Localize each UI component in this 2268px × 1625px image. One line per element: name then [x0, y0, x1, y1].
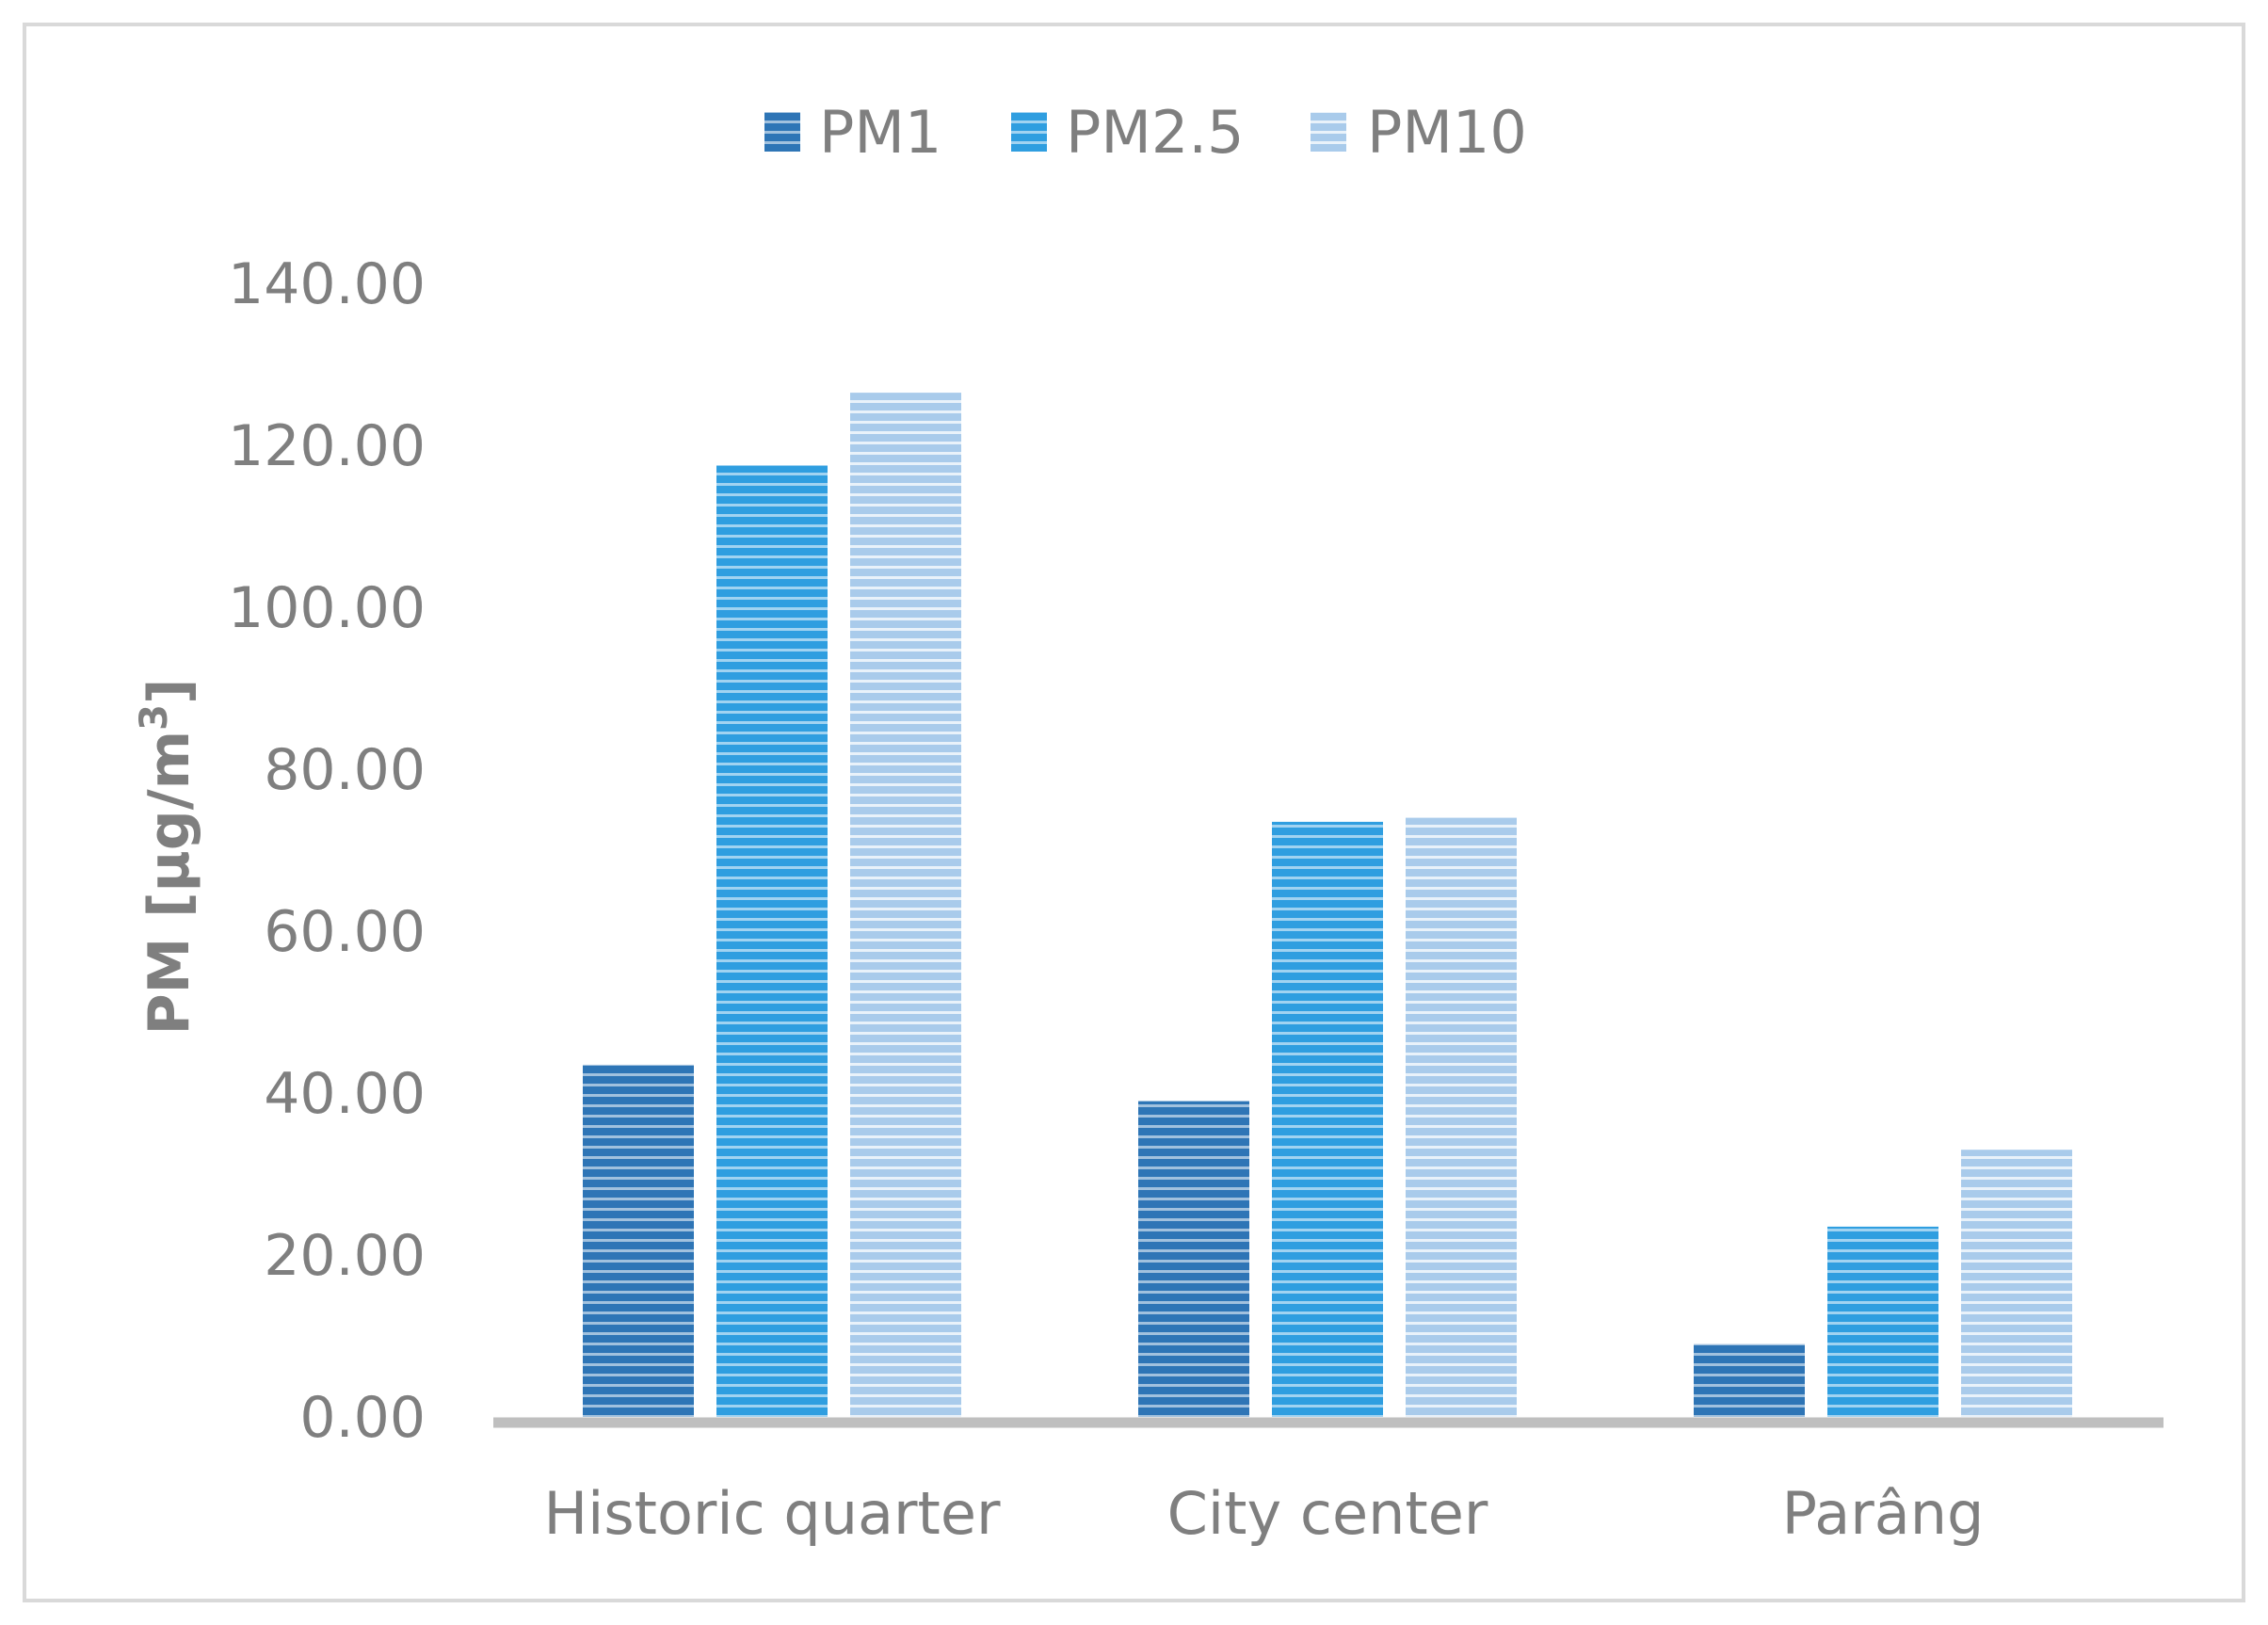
y-tick-label: 80.00	[264, 737, 426, 803]
bar-pm1	[1138, 1101, 1249, 1417]
y-axis-title: PM [µg/m3]	[133, 679, 202, 1036]
y-axis-title-main: PM [µg/m	[137, 731, 202, 1036]
legend-label-pm1: PM1	[819, 98, 941, 167]
y-axis-title-sup: 3	[133, 704, 176, 731]
x-tick-label: Parâng	[1782, 1479, 1985, 1548]
y-tick-label: 120.00	[228, 413, 426, 479]
legend-label-pm2-5: PM2.5	[1066, 98, 1244, 167]
legend-label-pm10: PM10	[1367, 98, 1527, 167]
y-tick-label: 20.00	[264, 1223, 426, 1289]
legend-swatch-pm2-5	[1011, 112, 1047, 152]
y-tick-label: 0.00	[299, 1385, 426, 1451]
bars	[583, 393, 2072, 1418]
legend-swatch-pm10	[1311, 112, 1346, 152]
x-tick-label: City center	[1167, 1479, 1488, 1548]
y-tick-label: 100.00	[228, 575, 426, 641]
bar-pm10	[850, 393, 961, 1418]
legend-item-pm10: PM10	[1311, 98, 1527, 167]
bar-pm2-5	[1827, 1226, 1938, 1417]
bar-pm10	[1961, 1150, 2072, 1417]
legend-item-pm2-5: PM2.5	[1011, 98, 1244, 167]
legend-item-pm1: PM1	[764, 98, 941, 167]
y-tick-label: 40.00	[264, 1061, 426, 1127]
x-tick-label: Historic quarter	[544, 1479, 1001, 1548]
bar-pm1	[1694, 1343, 1805, 1417]
y-axis-title-end: ]	[137, 679, 202, 704]
y-tick-label: 60.00	[264, 899, 426, 965]
bar-pm2-5	[1272, 821, 1383, 1417]
legend-swatch-pm1	[764, 112, 800, 152]
bar-pm10	[1406, 817, 1517, 1417]
y-tick-labels: 0.00 20.00 40.00 60.00 80.00 100.00 120.00 140.…	[228, 251, 426, 1451]
bar-pm2-5	[716, 465, 828, 1417]
x-tick-labels: Historic quarter City center Parâng	[544, 1479, 1985, 1548]
y-tick-label: 140.00	[228, 251, 426, 317]
bar-pm1	[583, 1064, 694, 1417]
legend: PM1 PM2.5 PM10	[764, 98, 1527, 167]
